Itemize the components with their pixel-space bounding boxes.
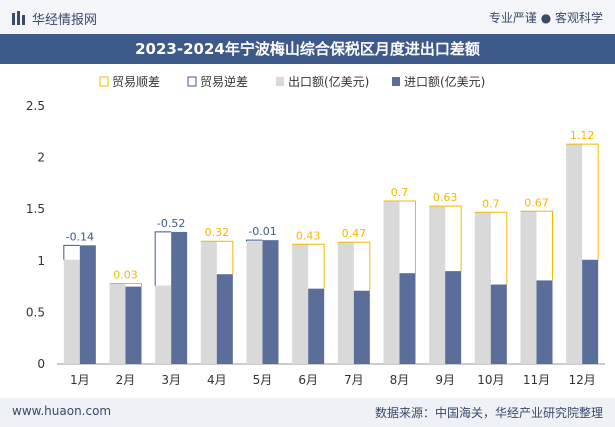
export-bar [200,241,217,364]
export-bar [109,283,126,364]
y-tick-label: 0.5 [26,305,45,319]
deficit-bracket [246,239,263,242]
export-bar [63,259,80,364]
y-tick-label: 0 [37,357,45,371]
surplus-bracket [337,241,371,291]
y-tick-label: 1.5 [26,202,45,216]
balance-label: 0.43 [296,229,321,242]
legend-label: 出口额(亿美元) [288,74,369,89]
x-tick-label: 7月 [344,373,364,387]
slogan: 专业严谨 ● 客观科学 [488,11,603,25]
balance-label: -0.52 [157,217,185,230]
site-name: 华经情报网 [32,13,98,28]
import-bar [353,290,370,364]
balance-label: 0.47 [342,227,367,240]
import-bar [308,288,325,364]
import-bar [79,245,96,364]
legend-swatch [187,76,197,87]
y-tick-label: 2 [37,151,45,165]
export-bar [383,200,400,364]
x-tick-label: 8月 [390,373,410,387]
import-bar [216,274,233,364]
surplus-bracket [292,243,325,289]
import-bar [536,280,553,364]
x-tick-label: 3月 [161,373,181,387]
y-tick-label: 2.5 [26,99,45,113]
legend-label: 贸易顺差 [112,75,160,89]
x-tick-label: 10月 [477,373,504,387]
balance-label: 1.12 [570,129,595,142]
balance-label: 0.32 [205,226,230,239]
export-bar [566,144,583,364]
x-tick-label: 5月 [253,373,273,387]
x-tick-label: 2月 [116,373,136,387]
surplus-bracket [109,283,142,287]
chart-svg: 贸易顺差 贸易逆差 出口额(亿美元) 进口额(亿美元) 0 0.5 1 1.5 2 2.5 -0.1… [26,74,605,387]
export-bar [520,211,537,364]
import-bar [171,231,188,364]
deficit-bracket [63,244,80,260]
balance-label: 0.63 [433,191,458,204]
export-bar [292,244,309,364]
surplus-bracket [474,211,508,285]
x-tick-label: 9月 [435,373,455,387]
legend-label: 进口额(亿美元) [404,74,485,89]
export-bar [246,241,263,364]
footer-url[interactable]: www.huaon.com [12,404,112,418]
export-bar [155,285,172,364]
legend-label: 贸易逆差 [200,74,248,89]
balance-label: 0.7 [482,197,500,210]
balance-label: 0.7 [391,186,409,199]
top-bar: 华经情报网 专业严谨 ● 客观科学 [0,0,615,34]
footer: www.huaon.com 数据来源：中国海关，华经产业研究院整理 [0,398,615,427]
export-bar [429,206,446,364]
balance-label: 0.67 [524,196,549,209]
legend-swatch [392,77,400,86]
import-bar [445,271,462,364]
balance-label: 0.03 [113,269,138,282]
import-bar [399,273,416,364]
surplus-bracket [520,210,553,281]
y-tick-label: 1 [37,254,45,268]
balance-label: -0.14 [66,230,94,243]
balance-label: -0.01 [248,225,276,238]
logo-icon [12,11,25,25]
chart-title: 2023-2024年宁波梅山综合保税区月度进出口差额 [0,34,615,64]
export-bar [337,242,354,364]
legend-swatch [99,76,109,87]
legend-swatch [276,77,284,86]
import-bar [262,240,279,364]
surplus-bracket [200,240,234,275]
surplus-bracket [566,143,599,260]
x-tick-label: 1月 [70,373,90,387]
x-tick-label: 11月 [523,373,550,387]
footer-source: 数据来源：中国海关，华经产业研究院整理 [374,406,603,420]
surplus-bracket [429,205,462,272]
import-bar [582,259,599,364]
x-tick-label: 12月 [569,373,596,387]
import-bar [125,286,142,364]
export-bar [474,212,491,364]
deficit-bracket [154,231,172,286]
x-tick-label: 6月 [298,373,318,387]
surplus-bracket [383,200,416,274]
import-bar [490,284,507,364]
x-tick-label: 4月 [207,373,227,387]
